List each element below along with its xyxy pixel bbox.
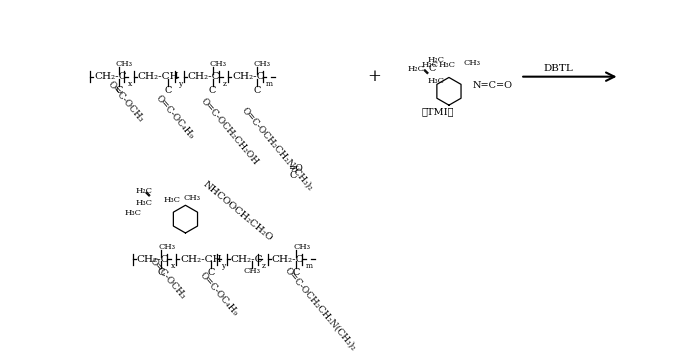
Text: CH₂-CH: CH₂-CH	[137, 72, 179, 81]
Text: H₃C: H₃C	[135, 199, 152, 207]
Text: O=C-OCH₂CH₂N(CH₃)₂: O=C-OCH₂CH₂N(CH₃)₂	[283, 266, 358, 353]
Text: m: m	[306, 262, 313, 270]
Text: H₂C: H₂C	[408, 65, 425, 73]
Text: CH₃: CH₃	[244, 267, 261, 275]
Text: H₂C: H₂C	[135, 187, 152, 195]
Text: O=C-OCH₃: O=C-OCH₃	[148, 256, 188, 301]
Text: H₃C: H₃C	[125, 209, 142, 217]
Text: CH₂-C: CH₂-C	[94, 72, 127, 81]
Text: O=C-OCH₃: O=C-OCH₃	[106, 79, 145, 123]
Text: CH₂-C: CH₂-C	[232, 72, 264, 81]
Text: DBTL: DBTL	[544, 65, 573, 73]
Text: H₃C: H₃C	[439, 61, 456, 69]
Text: CH₃: CH₃	[254, 60, 270, 68]
Text: +: +	[368, 68, 382, 85]
Text: C: C	[429, 65, 436, 73]
Text: z: z	[262, 262, 266, 270]
Text: m: m	[266, 79, 273, 87]
Text: C: C	[293, 268, 300, 277]
Text: CH₃: CH₃	[293, 243, 310, 251]
Text: O=C-OCH₂CH₂OH: O=C-OCH₂CH₂OH	[199, 97, 259, 167]
Text: C: C	[207, 268, 215, 277]
Text: CH₃: CH₃	[464, 59, 481, 67]
Text: CH₂-CH: CH₂-CH	[180, 255, 221, 264]
Text: H₃C: H₃C	[164, 196, 181, 204]
Text: C: C	[290, 171, 297, 180]
Text: C: C	[158, 268, 165, 277]
Text: C: C	[253, 86, 260, 95]
Text: CH₃: CH₃	[183, 193, 200, 201]
Text: CH₂-C: CH₂-C	[137, 255, 169, 264]
Text: O=C-OC₄H₉: O=C-OC₄H₉	[198, 270, 239, 317]
Text: NHCOOCH₂CH₂O: NHCOOCH₂CH₂O	[201, 180, 274, 243]
Text: CH₃: CH₃	[116, 60, 132, 68]
Text: H₃C: H₃C	[427, 77, 444, 85]
Text: x: x	[128, 79, 132, 87]
Text: CH₂-C: CH₂-C	[230, 255, 263, 264]
Text: C: C	[115, 86, 123, 95]
Text: z: z	[223, 79, 226, 87]
Text: y: y	[179, 79, 183, 87]
Text: CH₂-C: CH₂-C	[271, 255, 304, 264]
Text: O=C-OCH₂CH₂N(CH₃)₂: O=C-OCH₂CH₂N(CH₃)₂	[239, 106, 315, 192]
Text: y: y	[221, 262, 226, 270]
Text: O=C-OC₄H₉: O=C-OC₄H₉	[155, 93, 196, 140]
Text: CH₂-C: CH₂-C	[188, 72, 220, 81]
Text: =O: =O	[288, 164, 304, 173]
Text: （TMI）: （TMI）	[421, 107, 453, 116]
Text: H₂C: H₂C	[421, 61, 438, 69]
Text: CH₃: CH₃	[158, 243, 175, 251]
Text: H₂C: H₂C	[427, 57, 444, 65]
Text: N=C=O: N=C=O	[473, 81, 513, 90]
Text: x: x	[170, 262, 175, 270]
Text: C: C	[209, 86, 216, 95]
Text: C: C	[165, 86, 172, 95]
Text: CH₃: CH₃	[210, 60, 226, 68]
